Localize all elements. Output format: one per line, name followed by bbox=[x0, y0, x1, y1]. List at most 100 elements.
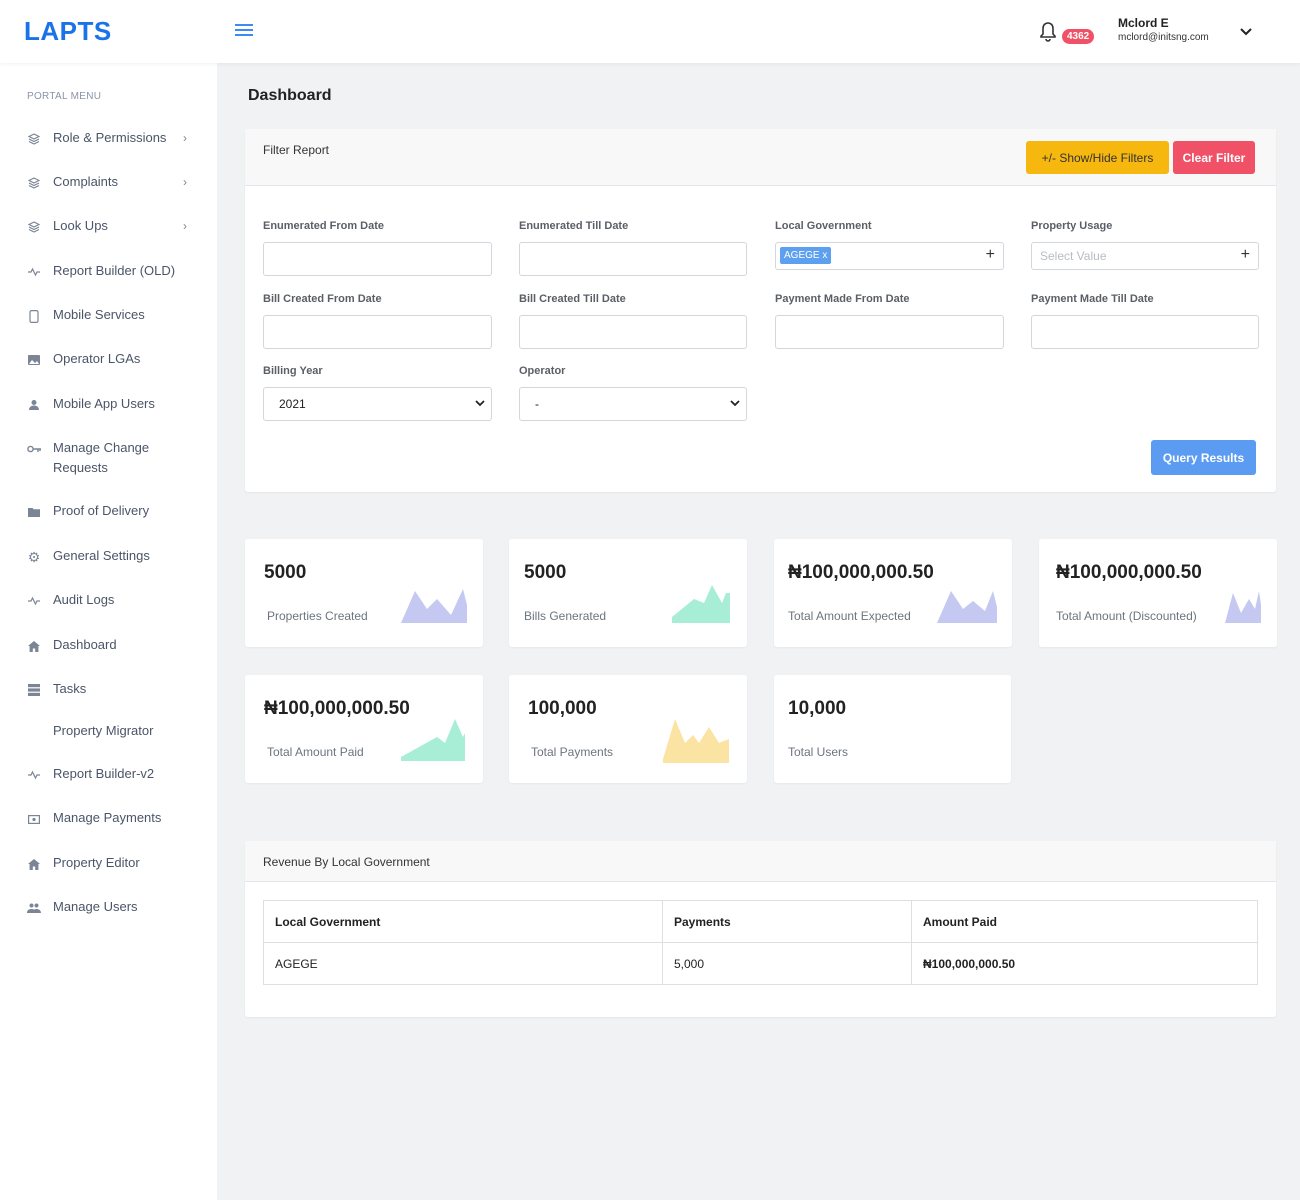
clear-filter-button[interactable]: Clear Filter bbox=[1173, 141, 1255, 174]
bill-till-label: Bill Created Till Date bbox=[519, 293, 626, 305]
bill-from-input[interactable] bbox=[263, 315, 492, 349]
operator-value: - bbox=[535, 397, 539, 411]
sidebar-item-label: Mobile App Users bbox=[53, 396, 155, 411]
layers-icon bbox=[27, 220, 41, 234]
stat-label: Total Amount Paid bbox=[267, 745, 364, 759]
table-cell: 5,000 bbox=[662, 942, 912, 985]
storage-icon bbox=[27, 683, 41, 697]
sidebar-item-manage-users[interactable]: Manage Users bbox=[27, 899, 197, 917]
operator-label: Operator bbox=[519, 365, 566, 377]
pay-from-label: Payment Made From Date bbox=[775, 293, 910, 305]
money-icon bbox=[27, 812, 41, 826]
sidebar-item-label: Tasks bbox=[53, 681, 87, 696]
column-header[interactable]: Local Government bbox=[263, 900, 663, 943]
sidebar-item-label: Report Builder-v2 bbox=[53, 766, 155, 781]
sidebar-item-report-builder-old[interactable]: Report Builder (OLD) bbox=[27, 263, 197, 281]
stat-label: Total Payments bbox=[531, 745, 614, 759]
sidebar-item-proof-of-delivery[interactable]: Proof of Delivery bbox=[27, 503, 197, 521]
local-gov-select[interactable]: AGEGE x + bbox=[775, 242, 1004, 270]
billing-year-value: 2021 bbox=[279, 397, 306, 411]
chevron-down-icon bbox=[475, 400, 485, 407]
page-title: Dashboard bbox=[248, 87, 332, 104]
sidebar-item-report-builder-v2[interactable]: Report Builder-v2 bbox=[27, 766, 197, 784]
sidebar-item-manage-payments[interactable]: Manage Payments bbox=[27, 810, 197, 828]
sidebar-item-audit-logs[interactable]: Audit Logs bbox=[27, 592, 197, 610]
sidebar-item-tasks[interactable]: Tasks bbox=[27, 681, 197, 699]
chevron-down-icon bbox=[730, 400, 740, 407]
show-hide-filters-button[interactable]: +/- Show/Hide Filters bbox=[1026, 141, 1169, 174]
sidebar-item-role-permissions[interactable]: Role & Permissions › bbox=[27, 130, 197, 148]
stat-card-total-amount-paid: ₦100,000,000.50 Total Amount Paid bbox=[245, 675, 483, 783]
table-row: AGEGE 5,000 ₦100,000,000.50 bbox=[263, 942, 1258, 985]
stat-card-bills-generated: 5000 Bills Generated bbox=[509, 539, 747, 647]
property-usage-label: Property Usage bbox=[1031, 220, 1113, 232]
home-icon bbox=[27, 639, 41, 653]
sidebar-item-property-editor[interactable]: Property Editor bbox=[27, 855, 197, 873]
enum-till-input[interactable] bbox=[519, 242, 747, 276]
operator-select[interactable]: - bbox=[519, 387, 747, 421]
sidebar-item-label: General Settings bbox=[53, 548, 150, 563]
sidebar-item-label: Proof of Delivery bbox=[53, 503, 150, 518]
stat-label: Total Users bbox=[788, 745, 849, 759]
stat-label: Total Amount Expected bbox=[788, 609, 911, 623]
menu-toggle-icon[interactable] bbox=[235, 24, 253, 38]
pay-from-input[interactable] bbox=[775, 315, 1004, 349]
sidebar-item-label: Look Ups bbox=[53, 218, 108, 233]
sidebar-item-operator-lgas[interactable]: Operator LGAs bbox=[27, 351, 197, 369]
sidebar-item-look-ups[interactable]: Look Ups › bbox=[27, 218, 197, 236]
sidebar-item-property-migrator[interactable]: Property Migrator bbox=[27, 723, 197, 741]
chevron-right-icon: › bbox=[183, 219, 187, 233]
sidebar-title: PORTAL MENU bbox=[27, 91, 102, 102]
sidebar-item-label: Manage Change Requests bbox=[53, 440, 150, 475]
pay-till-input[interactable] bbox=[1031, 315, 1259, 349]
stat-card-total-payments: 100,000 Total Payments bbox=[509, 675, 747, 783]
sidebar-item-label: Audit Logs bbox=[53, 592, 115, 607]
sidebar-item-manage-change-requests[interactable]: Manage Change Requests bbox=[27, 440, 197, 478]
key-icon bbox=[27, 442, 41, 456]
stat-label: Bills Generated bbox=[524, 609, 607, 623]
column-header[interactable]: Payments bbox=[662, 900, 912, 943]
bell-icon[interactable] bbox=[1038, 21, 1058, 43]
app-logo[interactable]: LAPTS bbox=[24, 16, 112, 46]
folder-icon bbox=[27, 505, 41, 519]
sidebar-item-mobile-app-users[interactable]: Mobile App Users bbox=[27, 396, 197, 414]
sidebar-item-label: Property Editor bbox=[53, 855, 140, 870]
top-bar: LAPTS 4362 Mclord E mclord@initsng.com bbox=[0, 0, 1300, 63]
sidebar-item-label: Operator LGAs bbox=[53, 351, 141, 366]
table-cell: AGEGE bbox=[263, 942, 663, 985]
revenue-card-header: Revenue By Local Government bbox=[245, 841, 1276, 882]
revenue-title: Revenue By Local Government bbox=[263, 855, 430, 869]
stat-card-properties-created: 5000 Properties Created bbox=[245, 539, 483, 647]
query-results-button[interactable]: Query Results bbox=[1151, 440, 1256, 475]
add-icon[interactable]: + bbox=[985, 246, 995, 263]
sidebar-item-dashboard[interactable]: Dashboard bbox=[27, 637, 197, 655]
stat-value: 100,000 bbox=[528, 698, 597, 719]
enum-from-input[interactable] bbox=[263, 242, 492, 276]
local-gov-tag[interactable]: AGEGE x bbox=[780, 247, 832, 264]
stat-value: 5000 bbox=[524, 562, 567, 583]
table-header-row: Local Government Payments Amount Paid bbox=[263, 900, 1258, 943]
stat-value: 5000 bbox=[264, 562, 307, 583]
user-name[interactable]: Mclord E bbox=[1118, 16, 1169, 30]
bill-from-label: Bill Created From Date bbox=[263, 293, 382, 305]
filter-title: Filter Report bbox=[263, 143, 330, 157]
sidebar-item-complaints[interactable]: Complaints › bbox=[27, 174, 197, 192]
sidebar: PORTAL MENU Role & Permissions › Complai… bbox=[0, 63, 217, 1200]
phone-icon bbox=[27, 309, 41, 323]
sidebar-item-general-settings[interactable]: ⚙ General Settings bbox=[27, 548, 197, 566]
chevron-down-icon[interactable] bbox=[1238, 24, 1254, 40]
sidebar-item-mobile-services[interactable]: Mobile Services bbox=[27, 307, 197, 325]
activity-icon bbox=[27, 768, 41, 782]
pay-till-label: Payment Made Till Date bbox=[1031, 293, 1154, 305]
tag-remove-icon[interactable]: x bbox=[822, 250, 828, 261]
column-header[interactable]: Amount Paid bbox=[911, 900, 1258, 943]
bill-till-input[interactable] bbox=[519, 315, 747, 349]
main-content: Dashboard Filter Report +/- Show/Hide Fi… bbox=[217, 63, 1300, 1200]
sidebar-item-label: Role & Permissions bbox=[53, 130, 167, 145]
layers-icon bbox=[27, 176, 41, 190]
sparkline-chart bbox=[937, 591, 997, 623]
billing-year-select[interactable]: 2021 bbox=[263, 387, 492, 421]
add-icon[interactable]: + bbox=[1240, 246, 1250, 263]
property-usage-select[interactable]: Select Value + bbox=[1031, 242, 1259, 270]
revenue-card: Revenue By Local Government Local Govern… bbox=[245, 841, 1276, 1017]
